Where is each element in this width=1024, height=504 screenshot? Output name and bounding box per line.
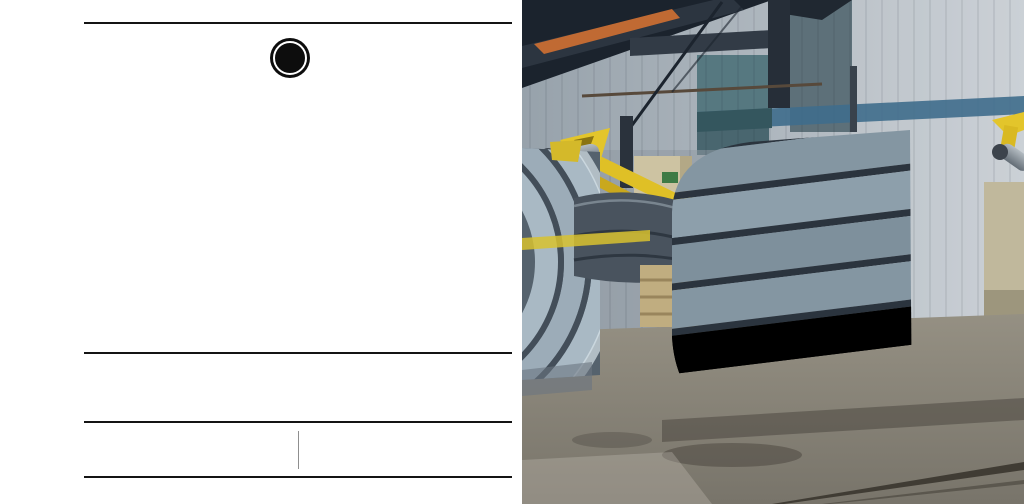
website-text xyxy=(84,428,298,472)
factory-photo-svg xyxy=(522,0,1024,504)
ceiling-beams xyxy=(522,0,857,132)
factory-floor xyxy=(522,314,1024,504)
footer-row xyxy=(84,428,512,472)
subtitle-wrap xyxy=(84,366,512,385)
footer-divider xyxy=(297,431,299,469)
orange-beam-flange xyxy=(534,9,680,54)
date-text xyxy=(299,428,513,472)
cabinet-label xyxy=(662,172,678,183)
wall-blue-band xyxy=(697,96,1024,130)
bottom-rule xyxy=(84,476,512,478)
brand-logo-icon xyxy=(270,38,310,78)
floor-rail-groove xyxy=(772,462,1024,504)
yellow-slat xyxy=(522,230,650,250)
top-rule xyxy=(84,22,512,24)
subtitle-top-rule xyxy=(84,352,512,354)
logo-ring xyxy=(273,41,307,75)
factory-photo xyxy=(522,0,1024,504)
text-panel xyxy=(84,22,512,478)
footer-top-rule xyxy=(84,421,512,423)
logo-monogram xyxy=(270,38,310,78)
